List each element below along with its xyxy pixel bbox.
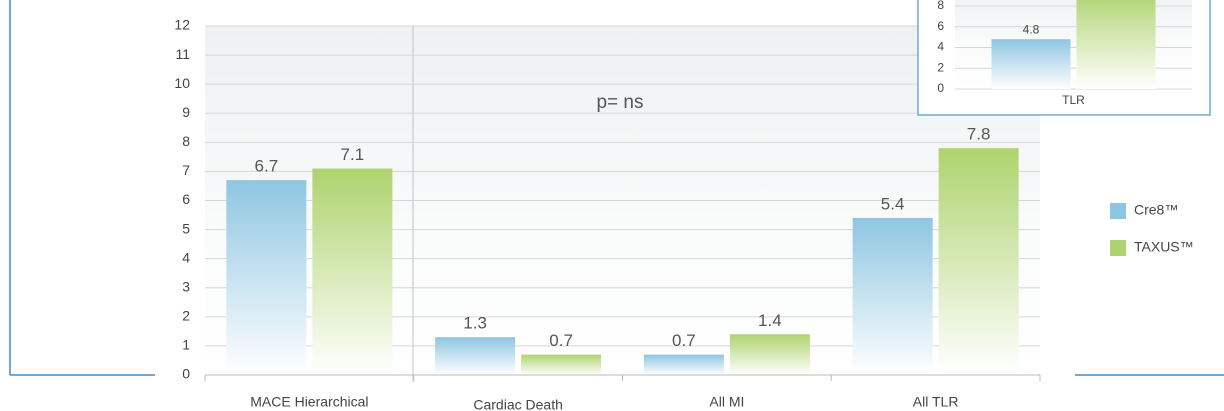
y-tick-label: 7: [182, 162, 190, 178]
legend-swatch: [1110, 240, 1126, 256]
legend-swatch: [1110, 203, 1126, 219]
y-tick-label: 6: [182, 191, 190, 207]
y-tick-label: 6: [937, 19, 944, 33]
legend-label: TAXUS™: [1134, 239, 1194, 255]
y-tick-label: 3: [182, 278, 190, 294]
y-tick-label: 9: [182, 104, 190, 120]
bar: [435, 337, 516, 375]
y-tick-label: 8: [182, 133, 190, 149]
value-label: 5.4: [881, 194, 905, 213]
value-label: 1.3: [463, 314, 487, 333]
x-tick-label: TLR: [1062, 93, 1085, 107]
bar: [312, 168, 393, 375]
bar: [729, 334, 810, 375]
value-label: 4.8: [1023, 22, 1040, 36]
value-label: 0.7: [549, 331, 573, 350]
bar: [991, 39, 1071, 89]
x-tick-label: Cardiac Death: [473, 397, 563, 411]
y-tick-label: 8: [937, 0, 944, 12]
bar: [938, 148, 1019, 375]
bar: [1076, 0, 1156, 89]
bar: [521, 354, 602, 375]
y-tick-label: 4: [182, 249, 190, 265]
y-tick-label: 12: [174, 17, 190, 33]
inset-plot: [955, 0, 1192, 89]
annotation: p= ns: [596, 92, 643, 113]
y-tick-label: 11: [175, 46, 190, 62]
y-tick-label: 2: [937, 60, 944, 74]
value-label: 7.1: [341, 145, 365, 164]
bar: [226, 180, 307, 375]
x-tick-label: MACE Hierarchical: [250, 394, 368, 410]
y-tick-label: 0: [182, 366, 190, 382]
y-tick-label: 10: [174, 75, 190, 91]
value-label: 7.8: [967, 125, 991, 144]
x-tick-label: All MI: [709, 394, 744, 410]
y-tick-label: 4: [937, 40, 944, 54]
bar: [643, 354, 724, 375]
x-tick-label: All TLR: [913, 394, 959, 410]
legend-label: Cre8™: [1134, 202, 1178, 218]
y-tick-label: 0: [937, 81, 944, 95]
y-tick-label: 2: [182, 308, 190, 324]
bar: [852, 217, 933, 375]
y-tick-label: 1: [182, 337, 190, 353]
value-label: 1.4: [758, 311, 782, 330]
y-tick-label: 5: [182, 220, 190, 236]
value-label: 6.7: [255, 157, 279, 176]
value-label: 0.7: [672, 331, 696, 350]
